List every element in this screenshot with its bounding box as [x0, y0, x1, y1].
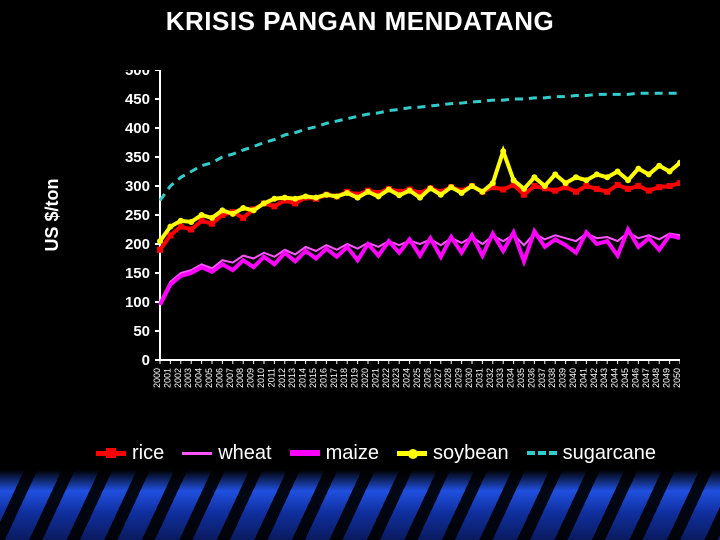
svg-text:50: 50 — [133, 323, 150, 340]
svg-text:2024: 2024 — [402, 368, 412, 388]
chart-legend: rice wheat maize soybean sugarcane — [96, 440, 656, 466]
legend-swatch-maize — [290, 450, 320, 456]
legend-label-maize: maize — [326, 442, 379, 465]
legend-swatch-rice — [96, 451, 126, 456]
svg-text:500: 500 — [125, 70, 150, 79]
svg-text:2006: 2006 — [214, 368, 224, 388]
price-chart: 0 50 100 150 200 250 300 350 400 450 500 US $/ton 20… — [40, 70, 680, 440]
legend-item-soybean: soybean — [397, 442, 509, 465]
svg-text:2032: 2032 — [485, 368, 495, 388]
svg-text:2021: 2021 — [370, 368, 380, 388]
svg-text:US $/ton: US $/ton — [42, 178, 62, 251]
svg-text:2048: 2048 — [651, 368, 661, 388]
legend-swatch-soybean — [397, 451, 427, 456]
svg-text:100: 100 — [125, 294, 150, 311]
svg-text:2044: 2044 — [610, 368, 620, 388]
legend-item-sugarcane: sugarcane — [527, 442, 656, 465]
svg-text:2043: 2043 — [599, 368, 609, 388]
svg-text:2017: 2017 — [329, 368, 339, 388]
svg-text:150: 150 — [125, 265, 150, 282]
svg-text:2023: 2023 — [391, 368, 401, 388]
svg-text:2050: 2050 — [672, 368, 680, 388]
svg-text:2002: 2002 — [173, 368, 183, 388]
svg-text:2040: 2040 — [568, 368, 578, 388]
svg-text:2001: 2001 — [162, 368, 172, 388]
svg-text:2035: 2035 — [516, 368, 526, 388]
legend-item-wheat: wheat — [182, 442, 271, 465]
svg-text:2010: 2010 — [256, 368, 266, 388]
svg-text:2018: 2018 — [339, 368, 349, 388]
svg-text:2016: 2016 — [318, 368, 328, 388]
svg-text:2000: 2000 — [152, 368, 162, 388]
svg-text:2019: 2019 — [350, 368, 360, 388]
svg-text:2030: 2030 — [464, 368, 474, 388]
svg-text:2034: 2034 — [506, 368, 516, 388]
svg-text:2009: 2009 — [246, 368, 256, 388]
svg-text:2046: 2046 — [630, 368, 640, 388]
svg-text:450: 450 — [125, 91, 150, 108]
svg-text:2042: 2042 — [589, 368, 599, 388]
svg-text:2027: 2027 — [433, 368, 443, 388]
svg-text:2028: 2028 — [443, 368, 453, 388]
svg-text:200: 200 — [125, 236, 150, 253]
svg-text:2011: 2011 — [266, 368, 276, 387]
svg-text:2045: 2045 — [620, 368, 630, 388]
slide-footer-decoration — [0, 470, 720, 540]
series-sugarcane — [160, 93, 680, 200]
svg-text:2025: 2025 — [412, 368, 422, 388]
svg-text:2005: 2005 — [204, 368, 214, 388]
legend-label-rice: rice — [132, 442, 164, 465]
svg-text:2013: 2013 — [287, 368, 297, 388]
svg-text:2007: 2007 — [225, 368, 235, 388]
svg-text:2026: 2026 — [422, 368, 432, 388]
svg-text:2033: 2033 — [495, 368, 505, 388]
legend-swatch-wheat — [182, 452, 212, 455]
legend-swatch-sugarcane — [527, 451, 557, 455]
svg-text:2004: 2004 — [194, 368, 204, 388]
svg-text:2039: 2039 — [558, 368, 568, 388]
svg-text:400: 400 — [125, 120, 150, 137]
svg-text:2037: 2037 — [537, 368, 547, 388]
svg-text:2029: 2029 — [454, 368, 464, 388]
svg-text:2031: 2031 — [474, 368, 484, 388]
legend-label-wheat: wheat — [218, 442, 271, 465]
slide-title: KRISIS PANGAN MENDATANG — [0, 6, 720, 37]
svg-text:2014: 2014 — [298, 368, 308, 388]
svg-text:2015: 2015 — [308, 368, 318, 388]
svg-text:250: 250 — [125, 207, 150, 224]
svg-text:2012: 2012 — [277, 368, 287, 388]
svg-text:300: 300 — [125, 178, 150, 195]
svg-text:2047: 2047 — [641, 368, 651, 388]
svg-text:2049: 2049 — [662, 368, 672, 388]
legend-label-sugarcane: sugarcane — [563, 442, 656, 465]
svg-text:2003: 2003 — [183, 368, 193, 388]
svg-text:2020: 2020 — [360, 368, 370, 388]
series-maize — [160, 230, 680, 305]
svg-text:2008: 2008 — [235, 368, 245, 388]
svg-text:2038: 2038 — [547, 368, 557, 388]
svg-text:2036: 2036 — [526, 368, 536, 388]
legend-label-soybean: soybean — [433, 442, 509, 465]
svg-text:2022: 2022 — [381, 368, 391, 388]
svg-text:2041: 2041 — [578, 368, 588, 388]
svg-text:350: 350 — [125, 149, 150, 166]
legend-item-maize: maize — [290, 442, 379, 465]
legend-item-rice: rice — [96, 442, 164, 465]
svg-text:0: 0 — [142, 352, 150, 369]
